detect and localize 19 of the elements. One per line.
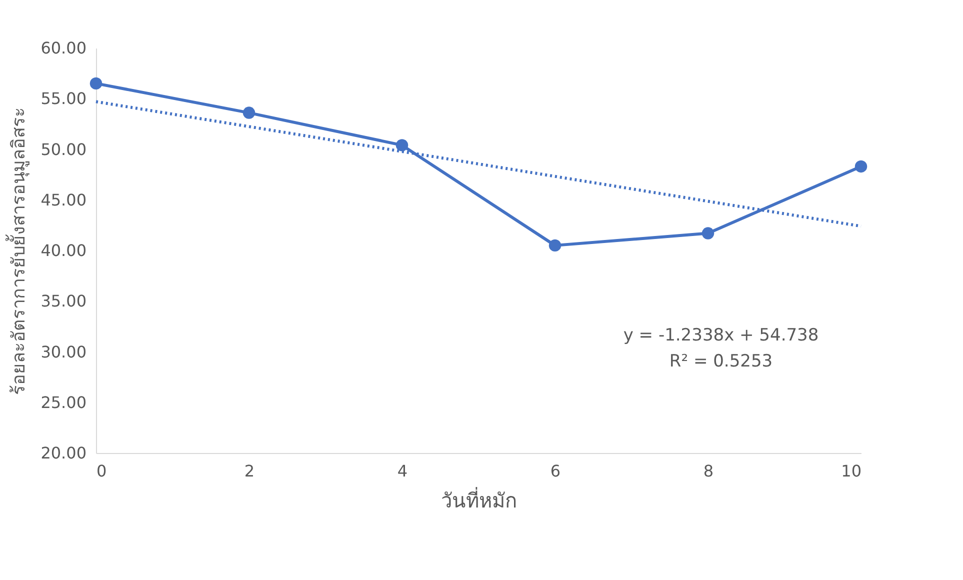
- y-tick-label: 20.00: [40, 444, 86, 462]
- y-tick-label: 35.00: [40, 292, 86, 311]
- x-tick-label: 2: [244, 462, 255, 480]
- annotation: y = -1.2338x + 54.738: [623, 326, 819, 346]
- x-axis-title: วันที่หมัก: [441, 486, 517, 512]
- y-tick-label: 30.00: [40, 342, 86, 362]
- y-tick-label: 60.00: [40, 38, 86, 58]
- y-axis-title: ร้อยละอัตราการยับยั้งสารอนุมูลอิสระ: [6, 107, 30, 395]
- x-tick-label: 0: [96, 462, 107, 480]
- y-tick-label: 25.00: [40, 392, 86, 412]
- y-tick-label: 55.00: [40, 89, 86, 108]
- annotation: R² = 0.5253: [669, 352, 773, 372]
- x-tick-label: 8: [703, 462, 714, 480]
- x-tick-label: 4: [397, 462, 408, 480]
- y-tick-label: 40.00: [40, 241, 86, 260]
- x-tick-label: 10: [841, 462, 862, 480]
- y-tick-label: 45.00: [40, 190, 86, 210]
- y-tick-label: 50.00: [40, 140, 86, 159]
- x-tick-label: 6: [550, 462, 561, 480]
